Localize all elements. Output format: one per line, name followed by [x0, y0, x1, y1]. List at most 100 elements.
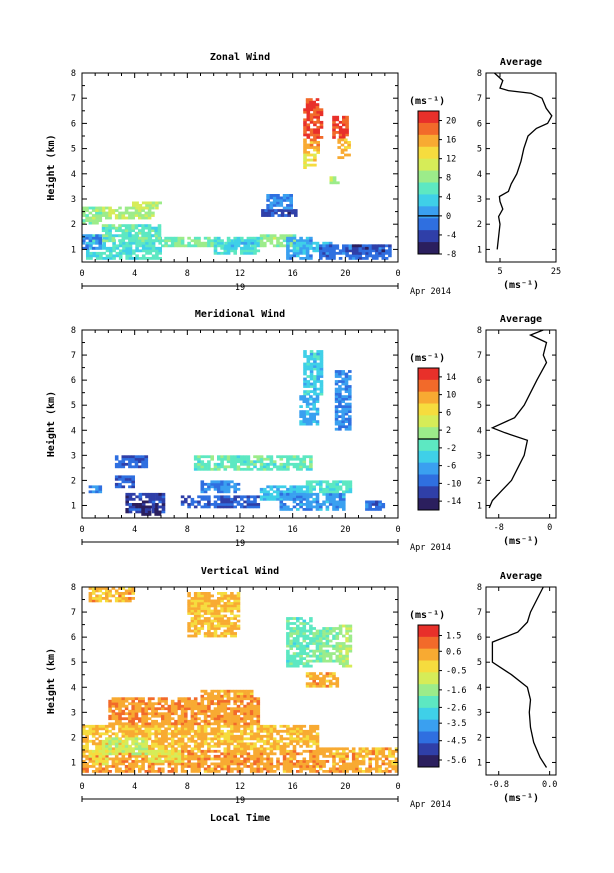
heatmap-cell	[151, 739, 155, 743]
heatmap-cell	[325, 770, 330, 773]
heatmap-cell	[322, 503, 326, 506]
heatmap-cell	[138, 236, 142, 240]
heatmap-cell	[138, 497, 143, 501]
heatmap-cell	[263, 742, 267, 746]
heatmap-cell	[151, 249, 156, 253]
heatmap-cell	[315, 742, 320, 746]
heatmap-cell	[207, 594, 211, 598]
heatmap-cell	[226, 457, 231, 461]
y-axis-label: Height (km)	[45, 391, 57, 457]
average-y-tick-label: 8	[477, 583, 482, 593]
heatmap-cell	[118, 597, 122, 600]
colorbar-frame	[417, 110, 440, 255]
heatmap-cell	[322, 500, 326, 504]
heatmap-cell	[313, 146, 317, 149]
heatmap-cell	[82, 211, 86, 215]
heatmap-cell	[256, 747, 261, 751]
average-y-tick-label: 6	[477, 633, 482, 643]
heatmap-cell	[269, 765, 274, 768]
heatmap-cell	[128, 757, 132, 761]
heatmap-cell	[131, 760, 135, 763]
heatmap-cell	[302, 455, 307, 459]
heatmap-cell	[342, 762, 346, 766]
heatmap-cell	[279, 467, 284, 471]
heatmap-cell	[253, 719, 257, 723]
heatmap-cell	[155, 236, 159, 240]
heatmap-cell	[246, 244, 251, 248]
heatmap-cell	[342, 644, 346, 648]
heatmap-cell	[299, 420, 303, 424]
heatmap-cell	[246, 744, 251, 748]
heatmap-cell	[207, 697, 211, 701]
y-tick-label: 3	[71, 195, 76, 205]
heatmap-cell	[151, 495, 156, 499]
heatmap-cell	[98, 739, 103, 743]
heatmap-cell	[378, 251, 382, 255]
heatmap-cell	[345, 649, 349, 653]
colorbar-segment	[418, 660, 439, 673]
heatmap-cell	[197, 717, 201, 721]
heatmap-cell	[98, 747, 103, 751]
heatmap-cell	[121, 729, 126, 733]
heatmap-cell	[319, 113, 324, 117]
heatmap-cell	[157, 724, 162, 728]
heatmap-cell	[131, 737, 135, 741]
heatmap-cell	[309, 377, 314, 381]
heatmap-cell	[108, 226, 112, 230]
heatmap-cell	[334, 392, 339, 396]
heatmap-cell	[147, 770, 152, 773]
heatmap-cell	[131, 724, 135, 728]
heatmap-cell	[144, 505, 149, 509]
heatmap-cell	[334, 415, 339, 419]
heatmap-cell	[341, 412, 345, 416]
heatmap-cell	[213, 244, 218, 248]
heatmap-cell	[207, 714, 211, 718]
heatmap-cell	[157, 714, 162, 718]
heatmap-cell	[246, 462, 251, 466]
heatmap-cell	[289, 632, 293, 635]
heatmap-cell	[236, 762, 241, 766]
x-axis-label: Local Time	[210, 812, 270, 824]
heatmap-cell	[118, 239, 122, 243]
heatmap-cell	[344, 141, 348, 144]
heatmap-cell	[319, 357, 324, 361]
heatmap-cell	[384, 770, 389, 773]
heatmap-cell	[335, 762, 340, 766]
heatmap-cell	[290, 211, 295, 215]
heatmap-cell	[299, 649, 303, 653]
heatmap-cell	[368, 749, 372, 753]
heatmap-cell	[249, 692, 254, 696]
heatmap-cell	[141, 206, 146, 210]
heatmap-cell	[296, 465, 300, 469]
heatmap-cell	[302, 742, 307, 746]
heatmap-cell	[325, 652, 330, 656]
heatmap-cell	[135, 254, 139, 258]
heatmap-cell	[213, 717, 218, 721]
heatmap-cell	[124, 597, 129, 600]
heatmap-cell	[276, 760, 280, 763]
heatmap-cell	[135, 206, 139, 210]
heatmap-cell	[203, 697, 208, 701]
heatmap-cell	[296, 729, 300, 733]
heatmap-cell	[338, 120, 343, 124]
heatmap-cell	[276, 201, 280, 205]
heatmap-cell	[325, 639, 330, 643]
heatmap-cell	[114, 597, 119, 600]
heatmap-cell	[230, 503, 234, 506]
heatmap-cell	[108, 236, 112, 240]
heatmap-cell	[289, 204, 293, 207]
heatmap-cell	[141, 462, 145, 466]
heatmap-cell	[190, 709, 195, 713]
heatmap-cell	[193, 609, 198, 613]
heatmap-cell	[309, 385, 314, 388]
heatmap-cell	[138, 707, 142, 711]
heatmap-cell	[247, 246, 251, 250]
heatmap-cell	[233, 722, 237, 726]
heatmap-cell	[289, 455, 293, 459]
heatmap-cell	[246, 692, 251, 696]
heatmap-cell	[95, 254, 100, 258]
heatmap-cell	[118, 749, 122, 753]
heatmap-cell	[266, 239, 270, 243]
heatmap-cell	[391, 754, 395, 758]
heatmap-cell	[312, 632, 316, 635]
